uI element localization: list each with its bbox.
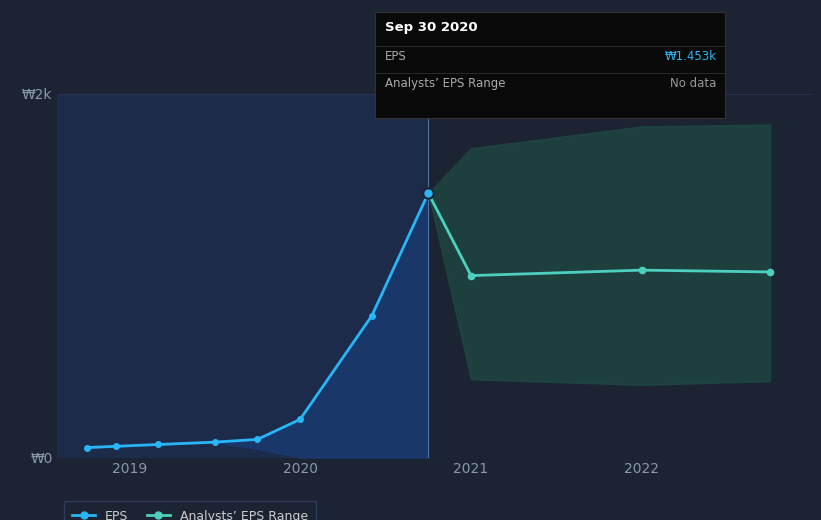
Text: Actual: Actual [386, 99, 423, 112]
Text: EPS: EPS [385, 50, 406, 63]
Legend: EPS, Analysts’ EPS Range: EPS, Analysts’ EPS Range [64, 501, 316, 520]
Text: Sep 30 2020: Sep 30 2020 [385, 21, 478, 34]
Text: Analysts Forecasts: Analysts Forecasts [433, 99, 544, 112]
Text: No data: No data [671, 77, 717, 90]
Bar [57, 94, 429, 458]
Text: Analysts’ EPS Range: Analysts’ EPS Range [385, 77, 506, 90]
Text: ₩1.453k: ₩1.453k [665, 50, 717, 63]
